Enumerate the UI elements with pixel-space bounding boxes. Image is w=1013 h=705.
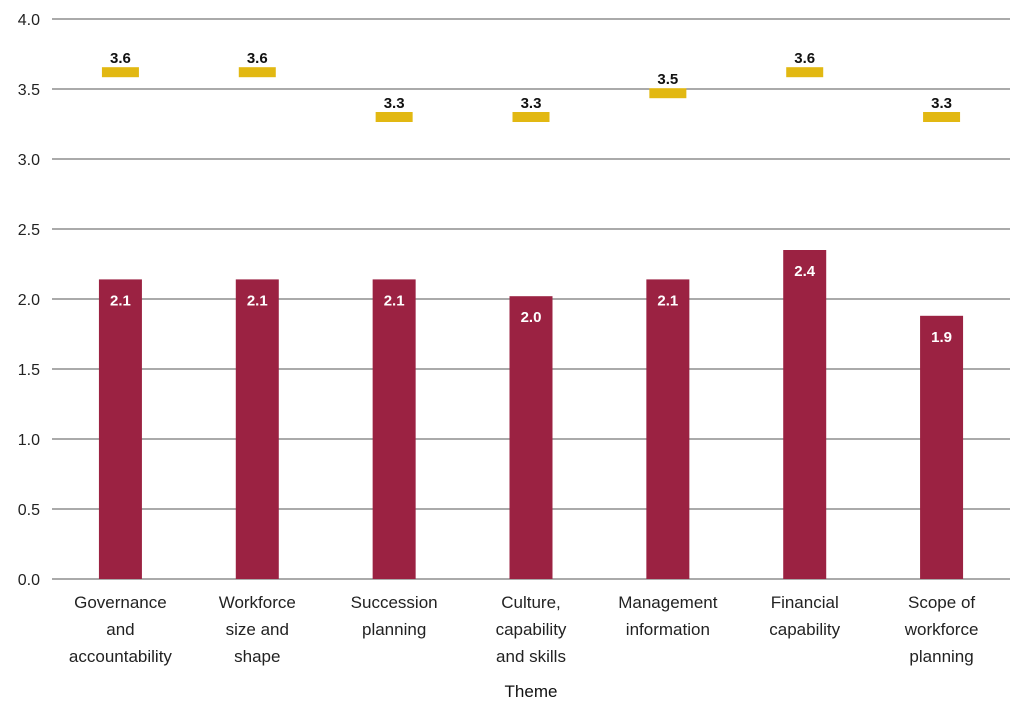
- bar-value-label: 2.1: [247, 292, 268, 309]
- bar: [372, 279, 416, 579]
- bar: [920, 315, 964, 579]
- bar-value-label: 2.1: [657, 292, 678, 309]
- x-category-label: Culture,: [501, 593, 561, 612]
- bar: [98, 279, 142, 579]
- bar-series: 2.1 2.1 2.1 2.0 2.1 2.4 1.9: [98, 250, 964, 579]
- target-value-label: 3.6: [110, 50, 131, 67]
- y-axis-ticks: 0.0 0.5 1.0 1.5 2.0 2.5 3.0 3.5 4.0: [18, 12, 40, 589]
- x-category-label: planning: [909, 647, 973, 666]
- target-value-label: 3.3: [521, 95, 542, 112]
- x-category-label: capability: [769, 620, 840, 639]
- bar-value-label: 2.1: [384, 292, 405, 309]
- target-marker: [238, 67, 276, 78]
- bar-value-label: 2.1: [110, 292, 131, 309]
- x-category-label: Succession: [351, 593, 438, 612]
- target-value-label: 3.5: [657, 71, 678, 88]
- bar: [646, 279, 690, 579]
- x-category-label: size and: [226, 620, 289, 639]
- target-marker: [375, 112, 413, 122]
- target-value-label: 3.6: [794, 50, 815, 67]
- target-value-label: 3.3: [931, 95, 952, 112]
- y-tick-label: 1.5: [18, 362, 40, 379]
- x-category-label: workforce: [904, 620, 979, 639]
- y-tick-label: 2.5: [18, 222, 40, 239]
- y-tick-label: 0.0: [18, 572, 40, 589]
- bar-value-label: 1.9: [931, 329, 952, 346]
- target-marker: [649, 88, 687, 99]
- bar: [509, 296, 553, 579]
- y-tick-label: 3.0: [18, 152, 40, 169]
- x-category-label: planning: [362, 620, 426, 639]
- y-tick-label: 4.0: [18, 12, 40, 29]
- target-marker: [512, 112, 550, 122]
- y-tick-label: 0.5: [18, 502, 40, 519]
- x-category-label: Governance: [74, 593, 167, 612]
- x-category-label: capability: [496, 620, 567, 639]
- target-marker: [923, 112, 961, 122]
- x-category-label: shape: [234, 647, 280, 666]
- bar: [783, 250, 827, 579]
- target-marker: [786, 67, 824, 78]
- y-tick-label: 2.0: [18, 292, 40, 309]
- target-value-label: 3.3: [384, 95, 405, 112]
- target-markers: 3.6 3.6 3.3 3.3 3.5 3.6 3.3: [101, 50, 961, 122]
- x-category-label: Workforce: [219, 593, 296, 612]
- y-tick-label: 1.0: [18, 432, 40, 449]
- x-category-label: Management: [618, 593, 718, 612]
- x-category-label: and skills: [496, 647, 566, 666]
- bar-value-label: 2.0: [521, 309, 542, 326]
- x-category-label: and: [106, 620, 134, 639]
- bar-value-label: 2.4: [794, 263, 816, 280]
- bar: [235, 279, 279, 579]
- target-marker: [101, 67, 139, 78]
- x-category-label: Scope of: [908, 593, 975, 612]
- x-axis-categories: Governance and accountability Workforce size…: [69, 593, 978, 666]
- x-category-label: accountability: [69, 647, 173, 666]
- x-category-label: Financial: [771, 593, 839, 612]
- target-value-label: 3.6: [247, 50, 268, 67]
- y-tick-label: 3.5: [18, 82, 40, 99]
- x-category-label: information: [626, 620, 710, 639]
- x-axis-label: Theme: [505, 682, 558, 701]
